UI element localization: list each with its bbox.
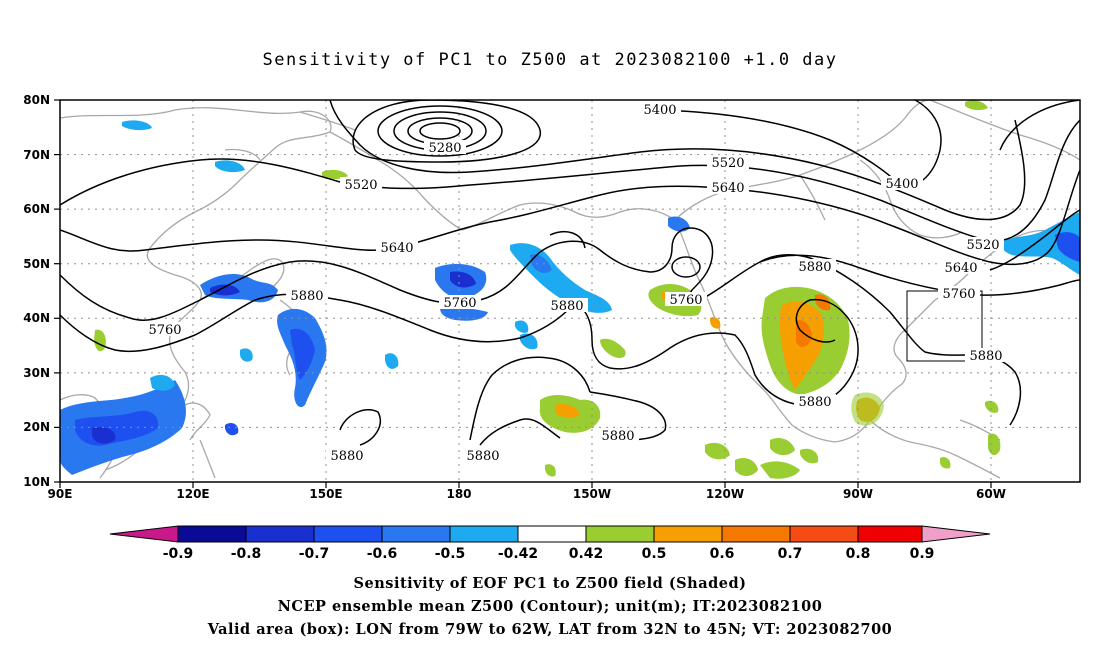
lon-label: 120E [176,487,209,501]
contour-label-5640: 5640 [380,241,413,256]
lat-label: 80N [23,93,50,107]
colorbar-label: 0.6 [710,546,735,562]
contour-label-5880: 5880 [798,395,831,410]
lon-label: 60W [976,487,1006,501]
colorbar-under-triangle [109,525,179,543]
colorbar-cell [245,525,315,543]
lat-label: 30N [23,366,50,380]
contour-label-5400: 5400 [885,177,918,192]
contour-label-5520: 5520 [966,238,999,253]
lat-label: 60N [23,202,50,216]
colorbar-cell [653,525,723,543]
contour-label-5880: 5880 [798,260,831,275]
contour-label-5760: 5760 [148,323,181,338]
contour-label-5880: 5880 [466,449,499,464]
contour-label-5880: 5880 [969,349,1002,364]
coastlines [60,100,1080,479]
colorbar-cell [381,525,451,543]
colorbar-label: 0.7 [778,546,803,562]
colorbar-label: -0.6 [367,546,398,562]
lon-label: 180 [446,487,471,501]
colorbar-cell [313,525,383,543]
colorbar-cell [721,525,791,543]
colorbar-label: -0.7 [299,546,330,562]
contour-label-5880: 5880 [290,289,323,304]
lat-labels: 80N 70N 60N 50N 40N 30N 20N 10N [23,93,50,489]
contour-label-5760: 5760 [443,296,476,311]
footer-line-contour: NCEP ensemble mean Z500 (Contour); unit(… [277,598,823,615]
lat-label: 70N [23,148,50,162]
contour-label-5640: 5640 [944,261,977,276]
contour-label-5640: 5640 [711,181,744,196]
plot-frame [59,99,1081,483]
contour-label-5400: 5400 [643,103,676,118]
colorbar: -0.9 -0.8 -0.7 -0.6 -0.5 -0.42 0.42 0.5 … [109,525,991,562]
lat-label: 50N [23,257,50,271]
lon-label: 150W [573,487,611,501]
footer-line-valid-area: Valid area (box): LON from 79W to 62W, L… [207,621,893,638]
z500-contours [60,100,1080,446]
lon-label: 90W [843,487,873,501]
footer-line-shading: Sensitivity of EOF PC1 to Z500 field (Sh… [353,575,747,592]
colorbar-cell [449,525,519,543]
contour-label-5880: 5880 [601,429,634,444]
colorbar-over-triangle [921,525,991,543]
sensitivity-shading [60,100,1080,479]
colorbar-label: -0.5 [435,546,466,562]
contour-label-5760: 5760 [669,293,702,308]
colorbar-cell [585,525,655,543]
colorbar-cell [789,525,859,543]
contour-label-5520: 5520 [344,178,377,193]
colorbar-cell-white [517,525,587,543]
lon-label: 150E [309,487,342,501]
colorbar-cell [177,525,247,543]
lon-labels: 90E 120E 150E 180 150W 120W 90W 60W [48,487,1006,501]
colorbar-label: -0.8 [231,546,262,562]
colorbar-label: 0.8 [846,546,871,562]
colorbar-label: -0.42 [498,546,538,562]
lat-label: 10N [23,475,50,489]
lon-label: 120W [706,487,744,501]
lat-label: 40N [23,311,50,325]
contour-label-5760: 5760 [942,287,975,302]
axis-ticks [54,99,992,488]
contour-labels: 5280 5400 5400 5520 5520 5520 5640 5640 … [144,102,1007,464]
contour-label-5880: 5880 [550,299,583,314]
colorbar-label: 0.42 [569,546,604,562]
colorbar-cell [857,525,923,543]
map-title: Sensitivity of PC1 to Z500 at 2023082100… [262,50,838,70]
colorbar-label: 0.5 [642,546,667,562]
colorbar-label: 0.9 [910,546,935,562]
colorbar-label: -0.9 [163,546,194,562]
contour-label-5280: 5280 [428,141,461,156]
contour-label-5880: 5880 [330,449,363,464]
map-grid [60,100,1080,482]
lat-label: 20N [23,420,50,434]
contour-label-5520: 5520 [711,156,744,171]
lon-label: 90E [48,487,73,501]
